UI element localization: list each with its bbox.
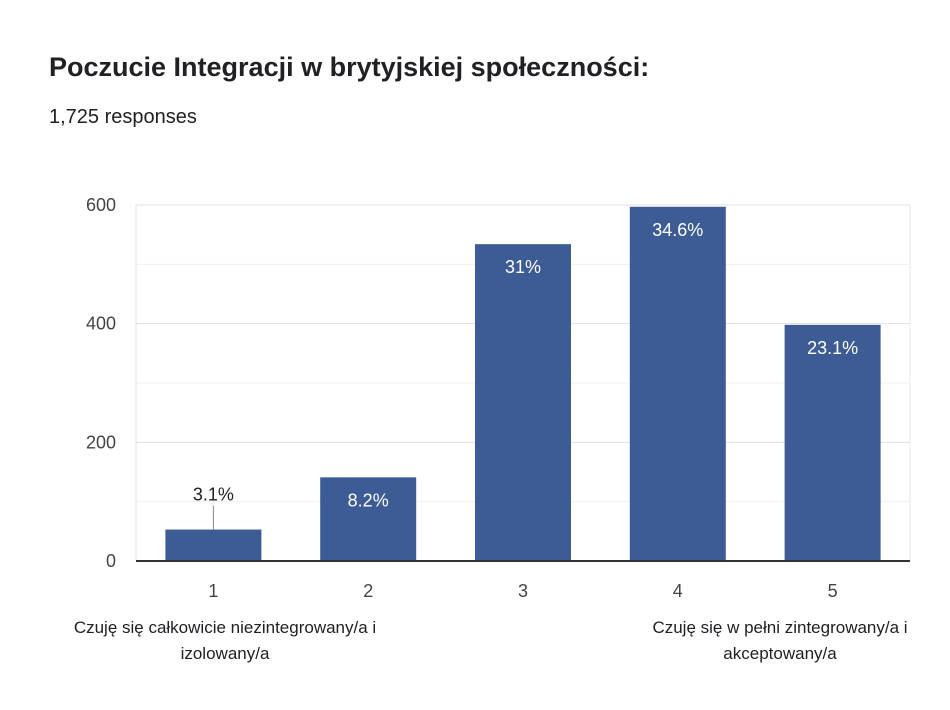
data-label: 8.2%	[348, 490, 389, 510]
x-tick-label: 2	[363, 581, 373, 601]
bar	[165, 529, 262, 561]
data-label: 3.1%	[193, 485, 234, 505]
bar	[629, 206, 726, 561]
x-tick-label: 1	[208, 581, 218, 601]
chart-title: Poczucie Integracji w brytyjskiej społec…	[49, 52, 650, 82]
y-tick-label: 0	[106, 551, 116, 571]
scale-high-label: Czuję się w pełni zintegrowany/a i akcep…	[652, 618, 908, 663]
bar	[320, 477, 417, 561]
bar	[784, 324, 881, 561]
x-tick-label: 4	[673, 581, 683, 601]
data-label: 23.1%	[807, 338, 858, 358]
response-count: 1,725 responses	[49, 106, 197, 128]
data-label: 34.6%	[652, 220, 703, 240]
x-tick-label: 5	[828, 581, 838, 601]
y-tick-label: 600	[86, 195, 116, 215]
y-tick-label: 200	[86, 432, 116, 452]
scale-low-label: Czuję się całkowicie niezintegrowany/a i…	[73, 618, 377, 663]
x-tick-label: 3	[518, 581, 528, 601]
data-label: 31%	[505, 257, 541, 277]
y-tick-label: 400	[86, 314, 116, 334]
bar	[475, 244, 571, 561]
